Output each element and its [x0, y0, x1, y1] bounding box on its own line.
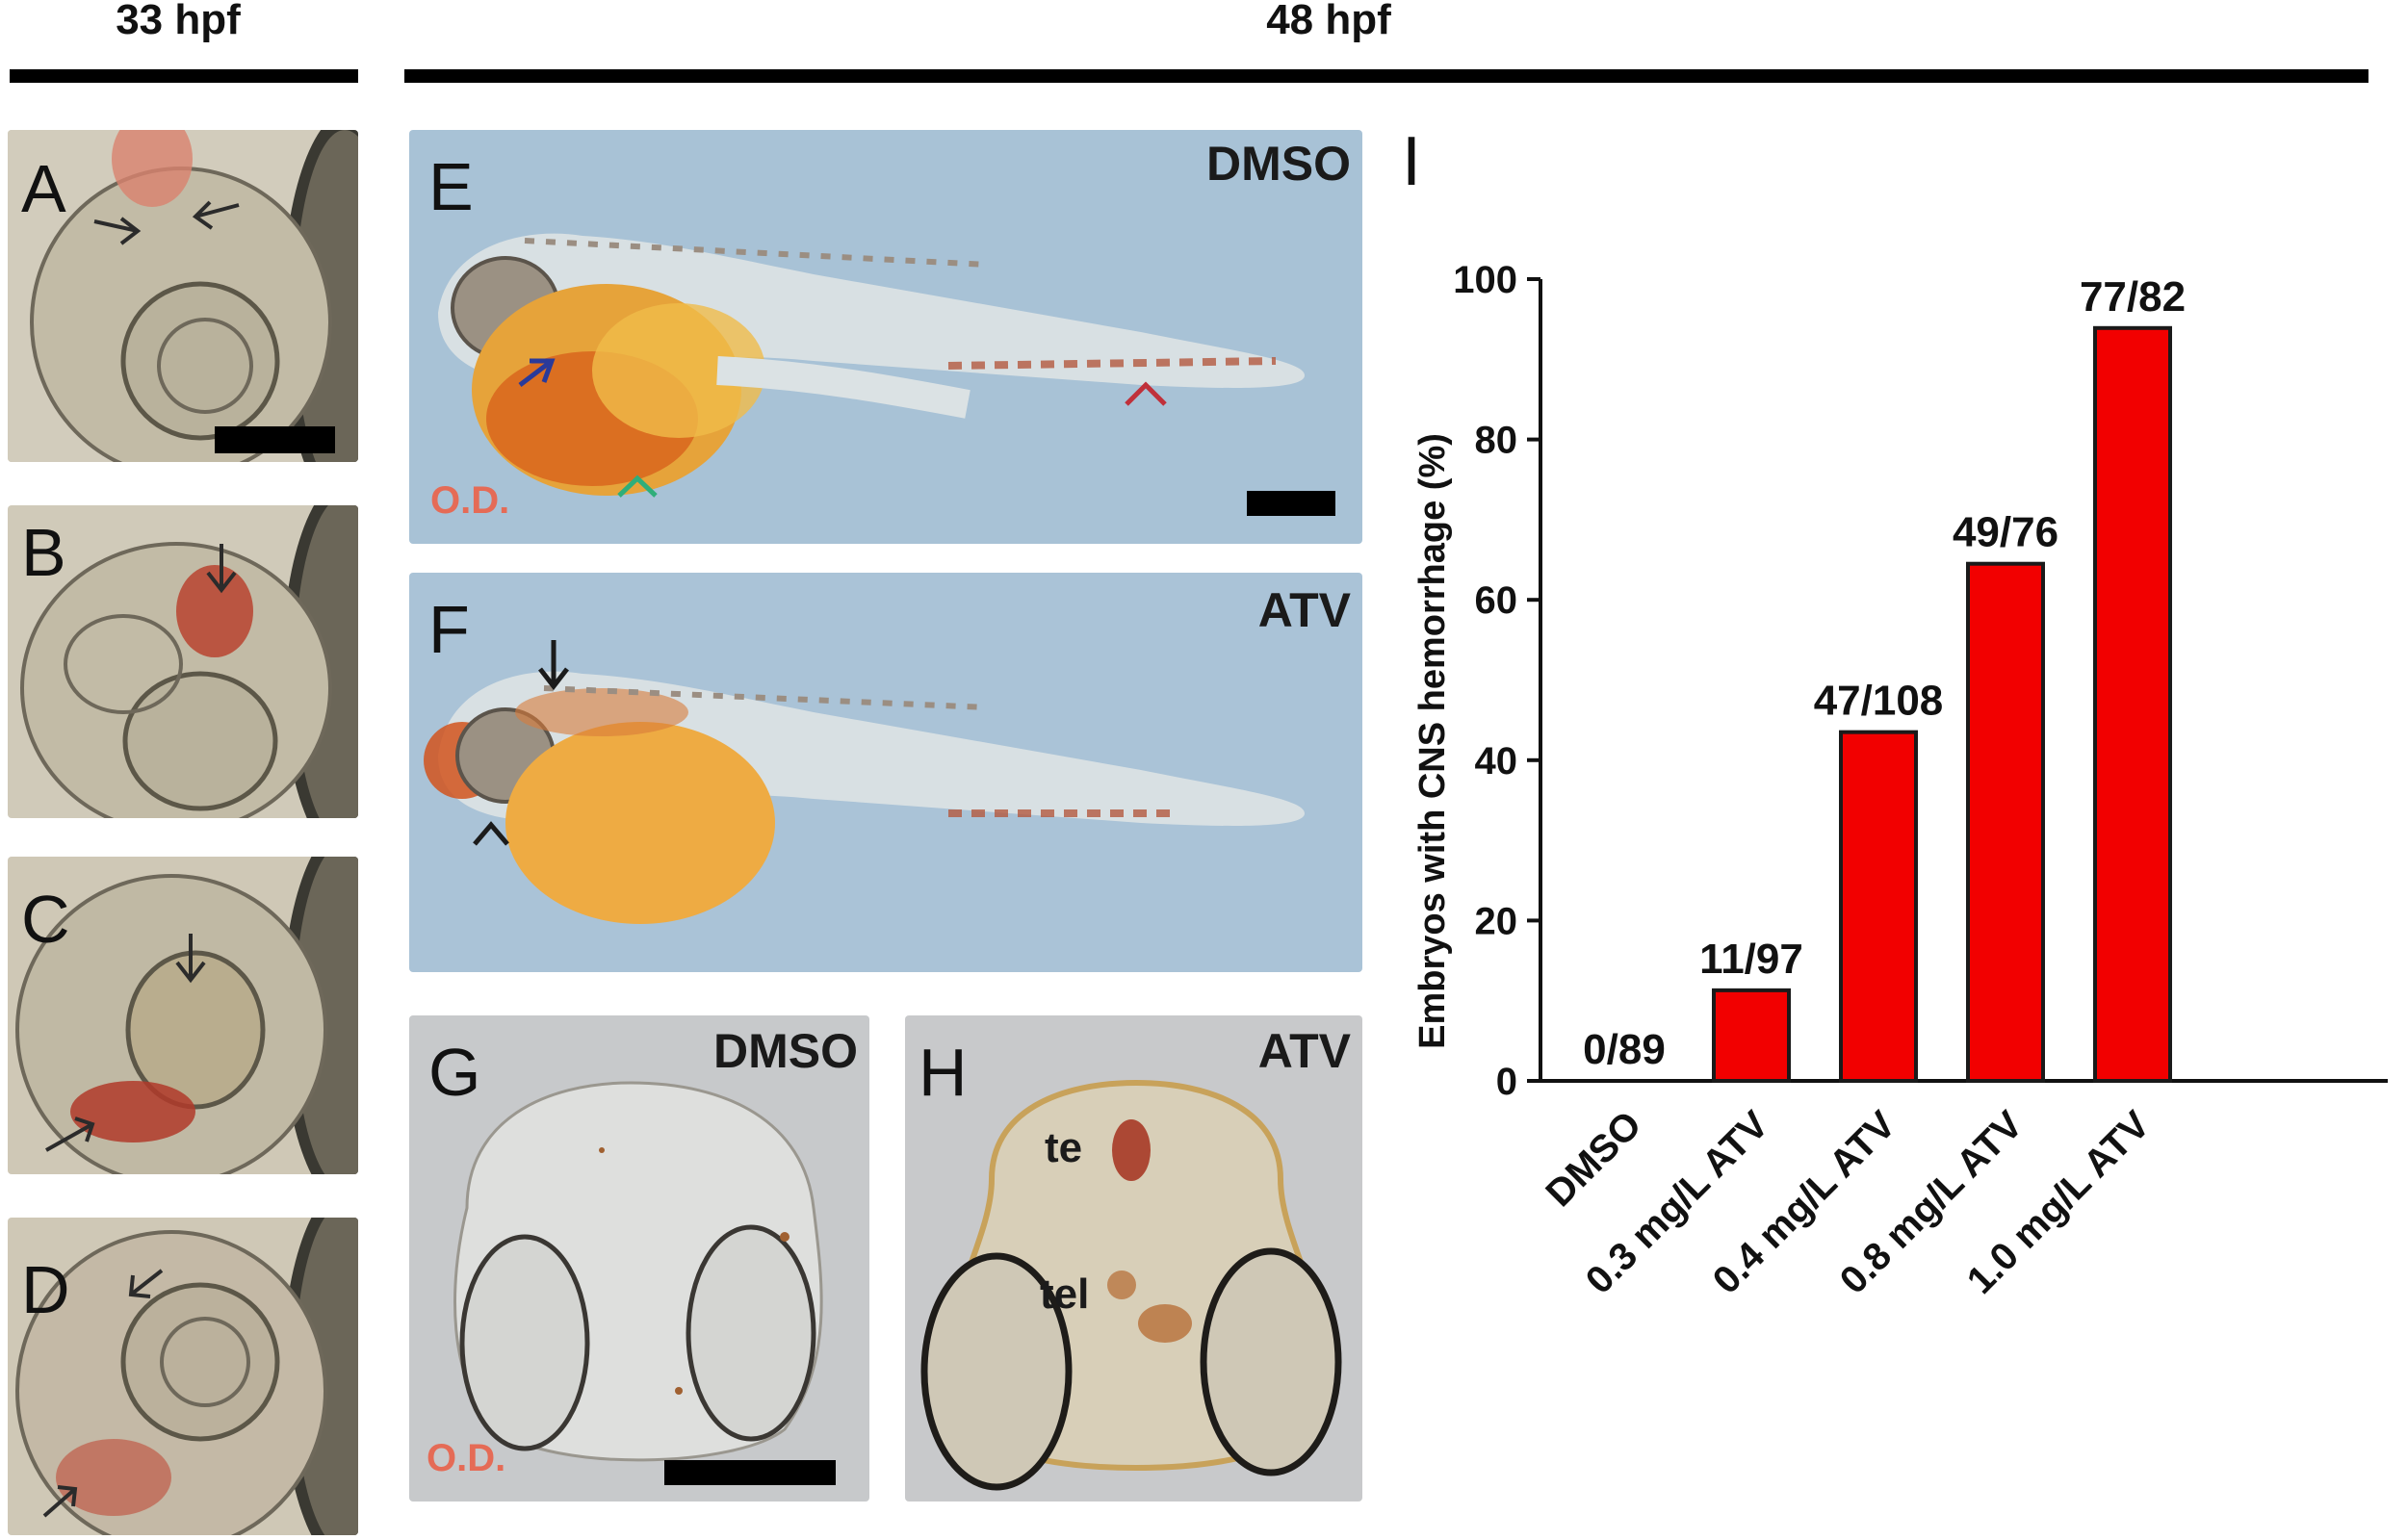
micrograph-panel-h: H ATV te tel [905, 1015, 1362, 1502]
micrograph-panel-a: A [8, 130, 358, 462]
y-tick-label: 80 [1475, 420, 1518, 462]
stage-label-48hpf: 48 hpf [1266, 0, 1391, 43]
bar-data-label: 0/89 [1583, 1026, 1666, 1073]
micrograph-panel-b: B [8, 505, 358, 818]
y-axis-label: Embryos with CNS hemorrhage (%) [1412, 433, 1453, 1049]
micrograph-panel-g: G DMSO O.D. [409, 1015, 869, 1502]
scale-bar-e [1247, 491, 1335, 516]
y-tick-label: 100 [1453, 259, 1517, 301]
micrograph-panel-f: F ATV [409, 573, 1362, 972]
bar [1839, 730, 1918, 1084]
scale-bar-a [215, 426, 335, 453]
x-tick-label: DMSO [1538, 1103, 1649, 1215]
micrograph-panel-c: C [8, 857, 358, 1174]
scale-bar-g [664, 1460, 836, 1485]
panel-letter-c: C [21, 882, 70, 957]
y-tick-label: 60 [1475, 579, 1518, 622]
bar-data-label: 11/97 [1699, 936, 1803, 983]
micrograph-panel-d: D [8, 1218, 358, 1535]
y-tick-label: 40 [1475, 740, 1518, 783]
panel-letter-g: G [428, 1035, 481, 1110]
bar-data-label: 49/76 [1953, 509, 2058, 556]
rule-33hpf [10, 69, 358, 83]
rule-48hpf [404, 69, 2368, 83]
bar-data-label: 47/108 [1814, 678, 1944, 725]
panel-f-treatment-label: ATV [1257, 583, 1351, 637]
bar-chart: I Embryos with CNS hemorrhage (%) 0 20 40 6… [1402, 125, 2388, 1302]
panel-letter-h: H [919, 1035, 968, 1110]
panel-g-stain-label: O.D. [427, 1437, 506, 1479]
panel-e-treatment-label: DMSO [1206, 137, 1351, 191]
panel-letter-d: D [21, 1252, 70, 1327]
panel-g-treatment-label: DMSO [713, 1024, 858, 1078]
panel-letter-f: F [428, 592, 470, 667]
region-label-te: te [1045, 1124, 1083, 1171]
bar-data-label: 77/82 [2080, 273, 2186, 321]
chart-panel-letter: I [1402, 125, 1421, 200]
panel-letter-e: E [428, 149, 474, 224]
panel-letter-a: A [21, 151, 66, 226]
y-tick-label: 0 [1496, 1061, 1517, 1103]
micrograph-panel-e: E DMSO O.D. [409, 130, 1362, 544]
bar [2093, 325, 2172, 1084]
y-tick-label: 20 [1475, 900, 1518, 942]
region-label-tel: tel [1040, 1270, 1090, 1318]
bar [1712, 988, 1791, 1083]
panel-letter-b: B [21, 515, 66, 590]
bar [1966, 561, 2045, 1083]
panel-h-treatment-label: ATV [1257, 1024, 1351, 1078]
panel-e-stain-label: O.D. [430, 479, 510, 522]
stage-label-33hpf: 33 hpf [116, 0, 241, 43]
